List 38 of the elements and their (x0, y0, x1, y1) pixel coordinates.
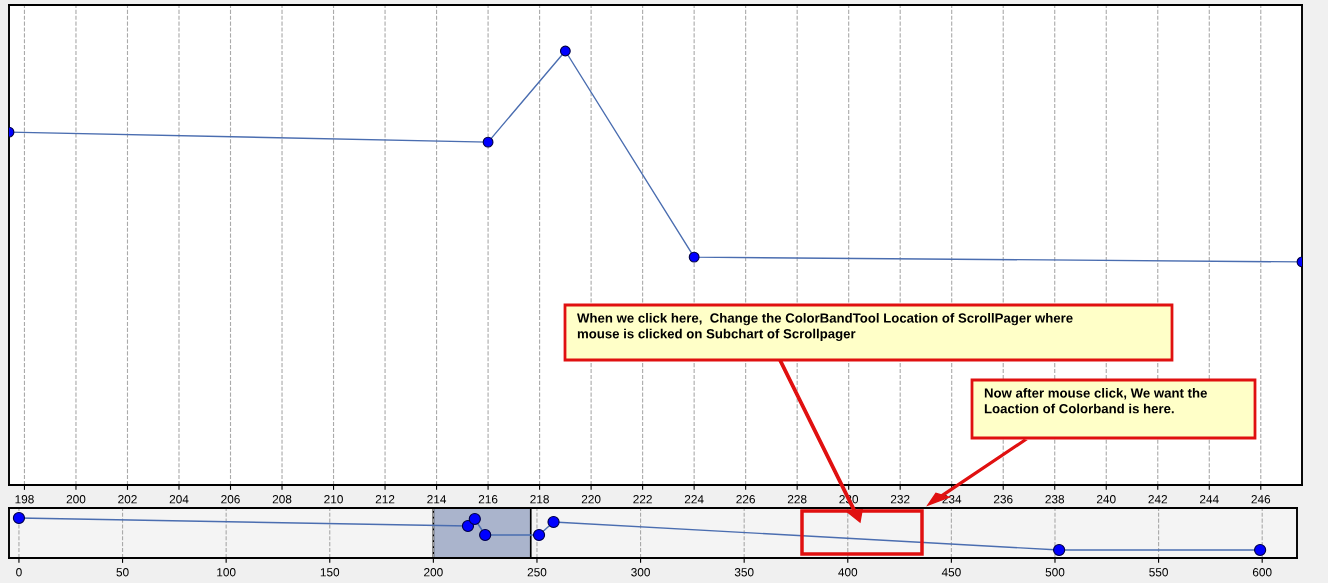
x-tick-label: 198 (15, 495, 34, 504)
annotation: When we click here, Change the ColorBandTool Location of ScrollPager where mouse is clicked on Subchart of Scrollpager (577, 313, 1073, 342)
x-tick-label: 236 (993, 495, 1013, 504)
x-tick-label: 50 (116, 568, 129, 577)
x-tick-label: 246 (1251, 495, 1271, 504)
x-tick-label: 226 (736, 495, 755, 504)
x-tick-label: 206 (221, 495, 240, 504)
x-tick-label: 150 (320, 568, 340, 577)
x-tick-label: 228 (787, 495, 807, 504)
x-tick-label: 550 (1149, 568, 1168, 577)
x-tick-label: 214 (427, 495, 447, 504)
x-tick-label: 400 (838, 568, 858, 577)
x-tick-label: 240 (1096, 495, 1116, 504)
x-tick-label: 212 (375, 495, 395, 504)
x-tick-label: 350 (734, 568, 754, 577)
x-tick-label: 222 (633, 495, 652, 504)
x-tick-label: 238 (1045, 495, 1065, 504)
x-tick-label: 204 (169, 495, 189, 504)
x-tick-label: 450 (941, 568, 961, 577)
x-tick-label: 210 (324, 495, 343, 504)
x-tick-label: 218 (530, 495, 549, 504)
x-tick-label: 216 (478, 495, 498, 504)
x-tick-label: 500 (1045, 568, 1065, 577)
x-tick-label: 300 (631, 568, 650, 577)
x-tick-label: 250 (527, 568, 547, 577)
x-tick-label: 220 (581, 495, 601, 504)
x-tick-label: 200 (424, 568, 443, 577)
x-tick-label: 224 (684, 495, 704, 504)
annotation: Now after mouse click, We want the Loaction of Colorband is here. (984, 388, 1207, 414)
x-tick-label: 200 (66, 495, 86, 504)
x-tick-label: 202 (118, 495, 137, 504)
x-tick-label: 208 (272, 495, 292, 504)
x-tick-label: 100 (217, 568, 236, 577)
x-tick-label: 232 (890, 495, 910, 504)
x-tick-label: 600 (1252, 568, 1272, 577)
x-tick-label: 244 (1200, 495, 1219, 504)
x-tick-label: 242 (1148, 495, 1168, 504)
x-tick-label: 0 (16, 568, 22, 577)
